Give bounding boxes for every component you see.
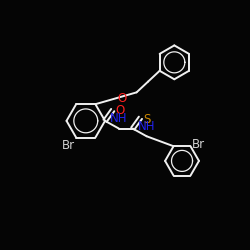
Text: S: S	[143, 113, 150, 126]
Text: O: O	[115, 104, 124, 117]
Text: NH: NH	[110, 112, 128, 126]
Text: Br: Br	[62, 139, 74, 152]
Text: NH: NH	[138, 120, 155, 133]
Text: Br: Br	[192, 138, 205, 151]
Text: O: O	[118, 92, 127, 105]
